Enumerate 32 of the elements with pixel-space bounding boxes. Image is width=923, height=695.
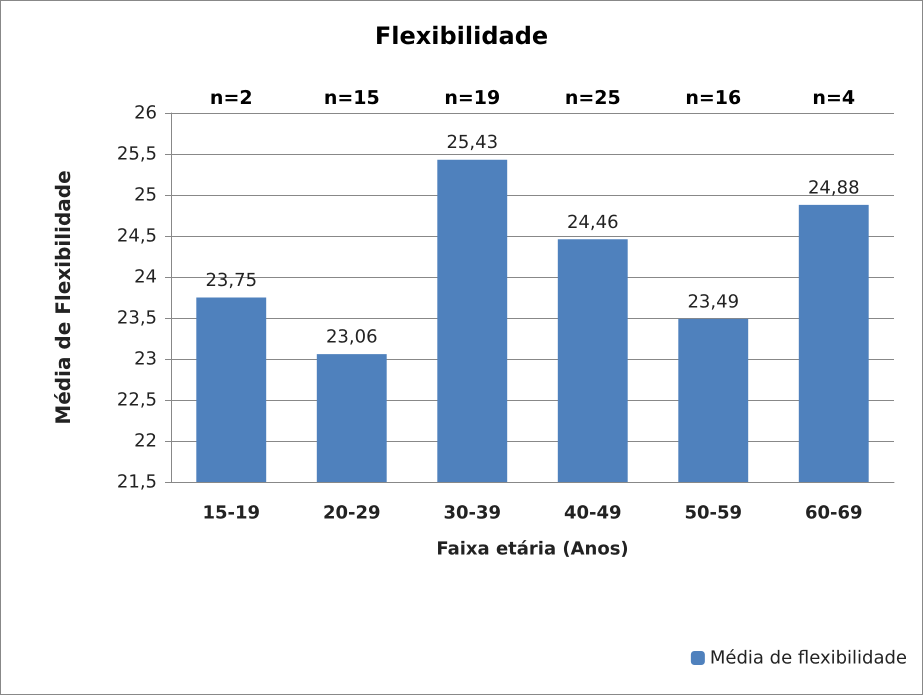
x-tick-label: 30-39 (443, 502, 502, 524)
y-axis-title: Média de Flexibilidade (51, 170, 75, 425)
text: n=16 (685, 87, 742, 109)
data-label: 24,88 (808, 177, 860, 198)
data-label: 25,43 (446, 132, 498, 154)
y-tick-label: 24,5 (116, 226, 157, 246)
text: n=19 (444, 87, 500, 109)
text: n=25 (564, 87, 621, 109)
y-tick-label: 23 (134, 348, 157, 370)
text: n=2 (210, 87, 253, 109)
y-tick-label: 23,5 (116, 308, 157, 328)
y-tick-label: 22 (134, 430, 157, 452)
legend-label: Média de flexibilidade (710, 648, 907, 668)
data-label: 23,75 (205, 270, 258, 291)
y-tick-label: 22,5 (116, 390, 157, 410)
text: n=15 (324, 87, 380, 109)
y-tick-label: 25,5 (116, 144, 157, 164)
y-tick-label: 21,5 (116, 472, 157, 492)
x-tick-label: 20-29 (322, 502, 381, 524)
x-tick-label: 50-59 (684, 502, 742, 524)
data-label: 23,49 (687, 291, 740, 312)
y-tick-label: 26 (134, 102, 157, 124)
x-axis-title: Faixa etária (Anos) (436, 538, 629, 560)
x-tick-label: 60-69 (804, 502, 863, 524)
chart-title: Flexibilidade (374, 22, 548, 50)
y-tick-label: 24 (134, 266, 157, 288)
data-label: 24,46 (566, 212, 619, 233)
y-tick-label: 25 (134, 184, 157, 206)
x-tick-label: 15-19 (202, 502, 260, 524)
data-label: 23,06 (326, 326, 378, 348)
text: n=4 (812, 87, 856, 109)
x-tick-label: 40-49 (564, 502, 622, 524)
